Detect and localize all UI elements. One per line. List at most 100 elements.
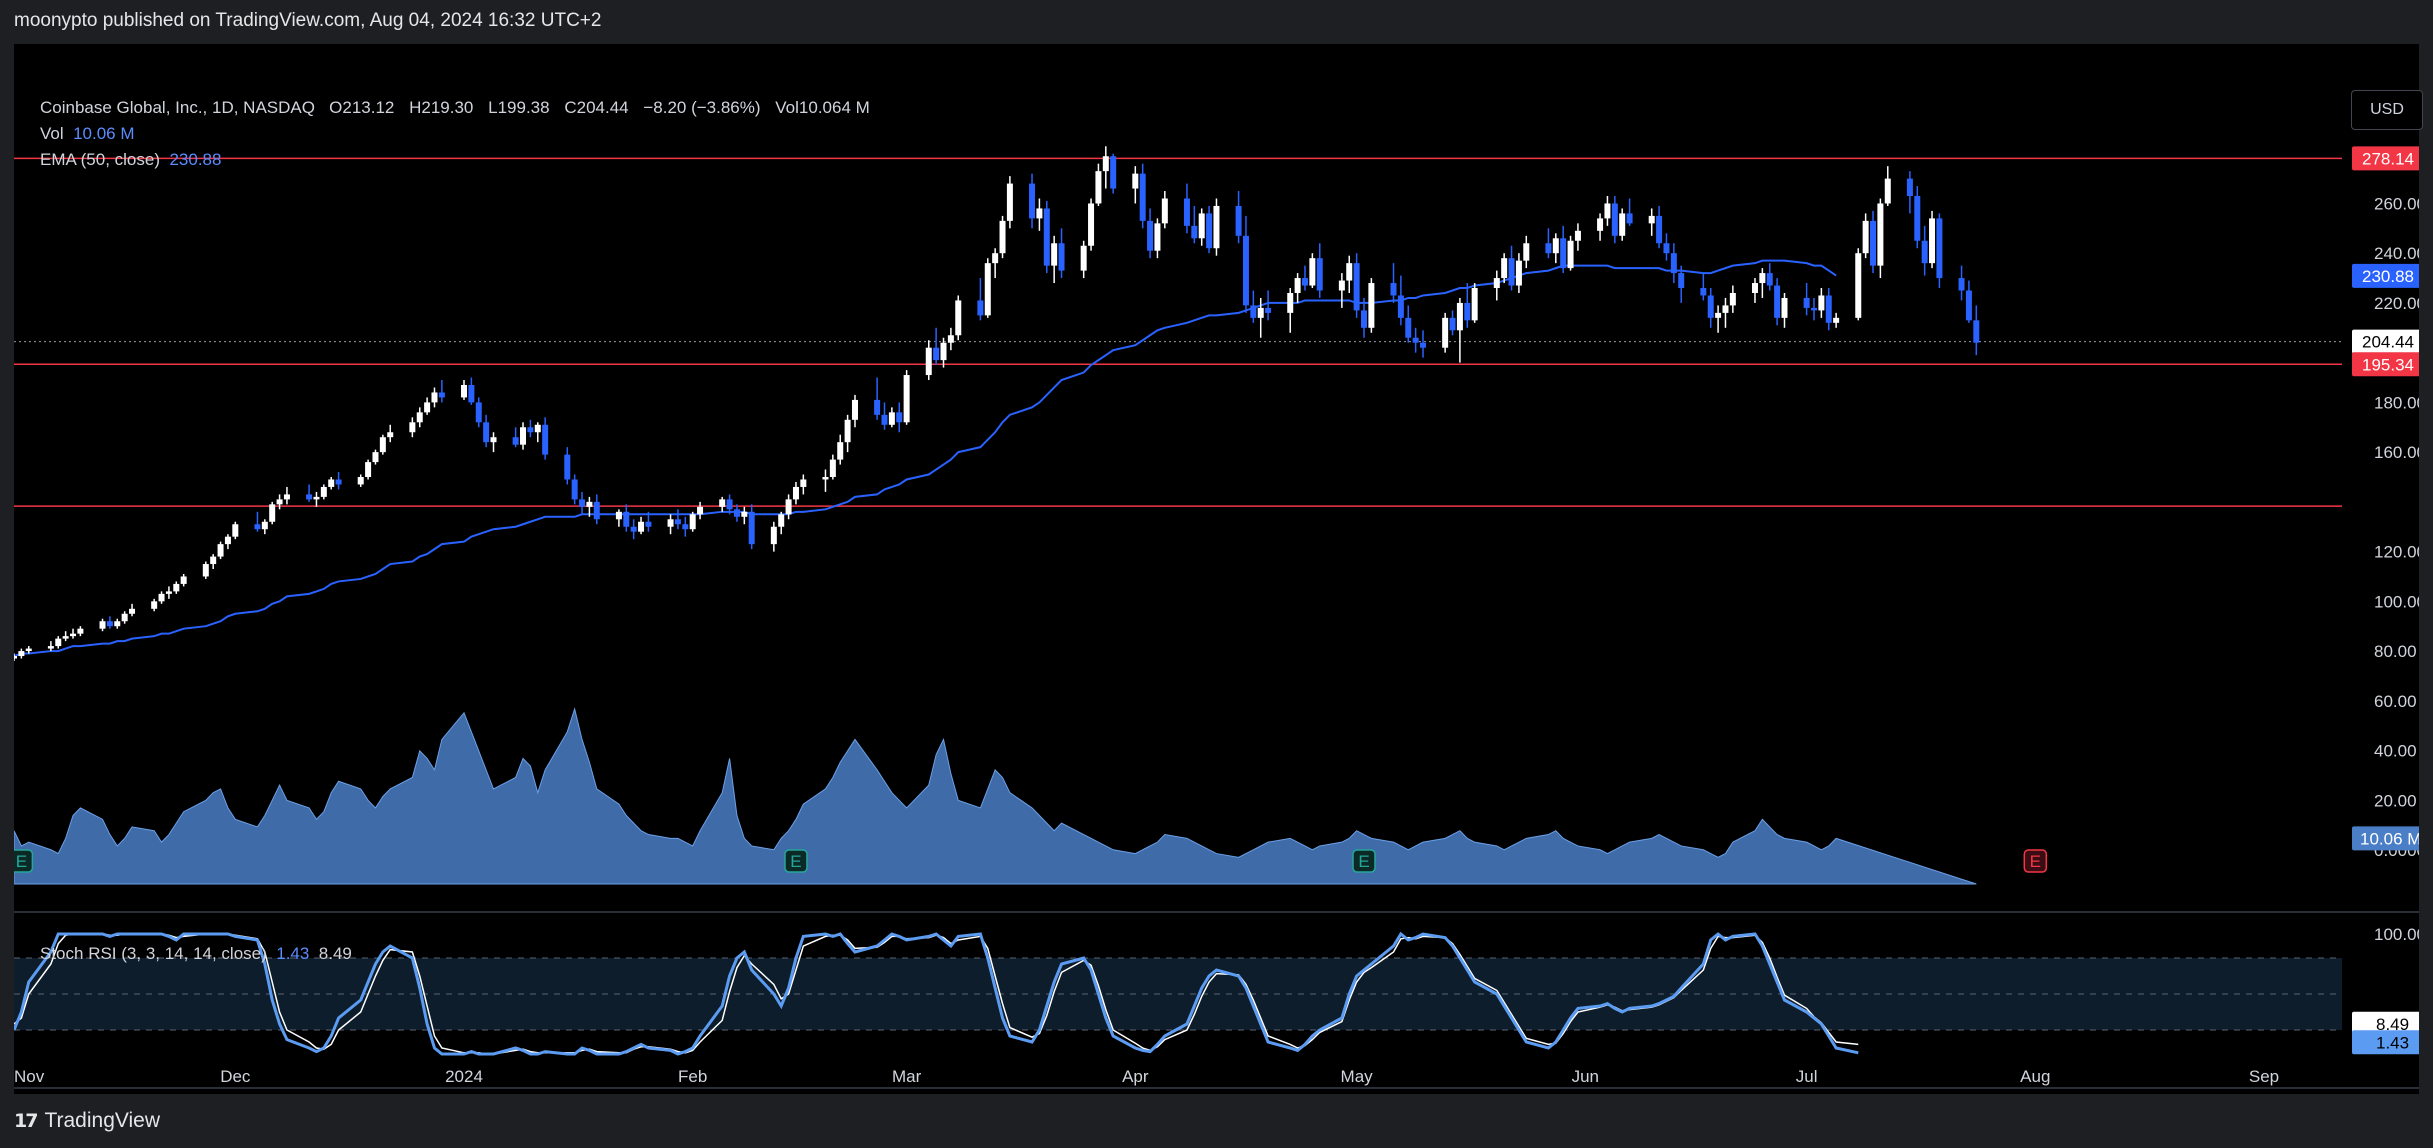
candle-body <box>1545 243 1552 254</box>
y-tick-label: 40.00 <box>2374 742 2417 761</box>
candle-body <box>1715 312 1722 318</box>
candle-body <box>903 375 910 423</box>
brand-name: TradingView <box>44 1109 161 1132</box>
candle-body <box>1442 317 1449 348</box>
ema-label: EMA (50, close) <box>40 150 160 169</box>
volume-legend-value: 10.06 M <box>73 124 135 143</box>
candle-body <box>224 536 231 545</box>
x-tick-label: Sep <box>2249 1067 2279 1086</box>
candle-body <box>844 419 851 443</box>
candle-body <box>424 402 431 413</box>
candle-body <box>1722 305 1729 313</box>
candle-body <box>674 519 681 525</box>
candle-body <box>1523 243 1530 261</box>
stoch-rsi-legend[interactable]: Stoch RSI (3, 3, 14, 14, close) 1.43 8.4… <box>40 944 352 964</box>
open-label: O <box>329 98 343 117</box>
candle-body <box>1493 278 1500 289</box>
candle-body <box>571 479 578 500</box>
candle-body <box>320 486 327 497</box>
candle-body <box>881 414 888 425</box>
candle-body <box>1154 223 1161 251</box>
candle-body <box>1191 225 1198 239</box>
candle-body <box>992 253 999 264</box>
candle-body <box>475 402 482 423</box>
candle-body <box>409 422 416 433</box>
candle-body <box>328 479 335 487</box>
candle-body <box>586 501 593 507</box>
chart-frame[interactable]: EEEE300.00260.00240.00220.00180.00160.00… <box>14 44 2423 1094</box>
candle-body <box>1678 273 1685 289</box>
candle-body <box>106 621 113 627</box>
candle-body <box>1390 283 1397 296</box>
tv-logo-icon: 17 <box>14 1110 38 1132</box>
candle-body <box>682 524 689 530</box>
candle-body <box>47 646 54 649</box>
candle-body <box>630 526 637 532</box>
candle-body <box>1604 203 1611 219</box>
candle-body <box>1870 220 1877 266</box>
candle-body <box>1361 310 1367 328</box>
candle-body <box>14 656 17 659</box>
candle-body <box>1855 253 1862 318</box>
candle-body <box>1825 295 1832 323</box>
candle-body <box>217 544 224 557</box>
symbol-title[interactable]: Coinbase Global, Inc., 1D, NASDAQ <box>40 98 315 117</box>
candle-body <box>512 437 519 445</box>
candle-body <box>77 628 84 634</box>
candle-body <box>1110 156 1117 189</box>
candle-body <box>121 613 128 622</box>
tradingview-brand[interactable]: 17 TradingView <box>14 1109 160 1133</box>
vol-value: 10.064 M <box>798 98 870 117</box>
publish-header: moonypto published on TradingView.com, A… <box>0 0 2433 44</box>
y-tick-label: 260.00 <box>2374 194 2419 213</box>
candle-body <box>1560 238 1567 269</box>
candle-body <box>1257 307 1264 318</box>
rsi-y-tick-label: 100.00 <box>2374 925 2419 944</box>
earnings-icon <box>2023 849 2048 873</box>
stoch-rsi-label: Stoch RSI (3, 3, 14, 14, close) <box>40 944 267 963</box>
candle-body <box>1250 305 1257 318</box>
stoch-d-badge <box>2352 1011 2419 1036</box>
candle-body <box>1471 288 1478 321</box>
close-value: 204.44 <box>576 98 629 117</box>
y-tick-label: 220.00 <box>2374 294 2419 313</box>
candle-body <box>372 452 379 463</box>
candle-body <box>1567 240 1574 269</box>
candle-body <box>1877 203 1884 266</box>
candle-body <box>534 424 541 433</box>
ema-legend[interactable]: EMA (50, close) 230.88 <box>40 150 221 170</box>
candle-body <box>785 499 792 515</box>
candle-body <box>1353 263 1360 311</box>
stoch-k-value: 1.43 <box>276 944 310 963</box>
high-label: H <box>409 98 422 117</box>
candle-body <box>151 601 158 609</box>
candle-body <box>490 437 497 443</box>
candle-body <box>1619 213 1626 236</box>
candle-body <box>564 454 571 480</box>
y-tick-label: 20.00 <box>2374 791 2417 810</box>
candle-body <box>1420 342 1427 348</box>
currency-button[interactable]: USD <box>2351 90 2423 130</box>
candle-body <box>438 392 445 398</box>
x-tick-label: Jul <box>1796 1067 1818 1086</box>
candle-body <box>1095 171 1102 204</box>
candle-body <box>365 462 372 477</box>
candle-body <box>837 442 844 460</box>
y-tick-label: 160.00 <box>2374 443 2419 462</box>
candle-body <box>1058 243 1065 271</box>
candle-body <box>1464 302 1471 321</box>
candle-body <box>896 412 903 423</box>
earnings-icon <box>784 849 808 873</box>
candle-body <box>99 621 106 629</box>
y-tick-label: 80.00 <box>2374 642 2417 661</box>
candle-body <box>1287 292 1294 313</box>
candle-body <box>283 494 290 500</box>
chart-canvas[interactable]: EEEE300.00260.00240.00220.00180.00160.00… <box>14 44 2419 1094</box>
candle-body <box>593 501 600 520</box>
candle-body <box>1198 213 1205 239</box>
x-tick-label: Feb <box>678 1067 707 1086</box>
candle-body <box>254 524 261 530</box>
candle-body <box>1958 278 1965 291</box>
candle-body <box>62 636 69 639</box>
volume-legend[interactable]: Vol 10.06 M <box>40 124 135 144</box>
